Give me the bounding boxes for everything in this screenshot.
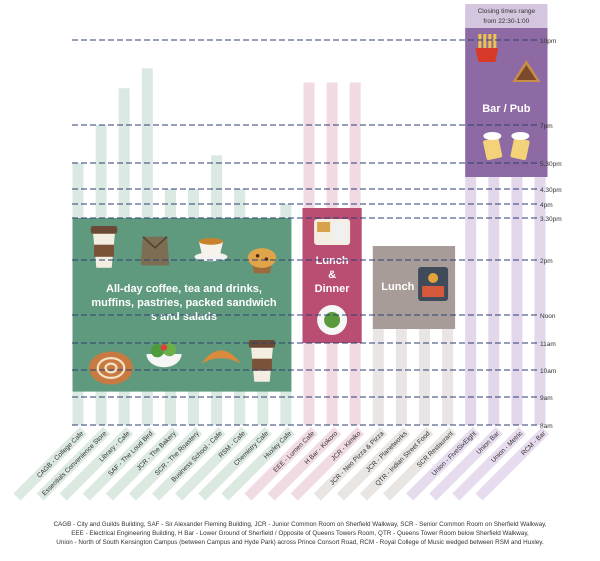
time-tick-label: 10am	[540, 368, 556, 375]
croissant-icon	[201, 350, 241, 364]
venue-label-ribbon	[59, 427, 134, 501]
time-tick-label: 8am	[540, 423, 553, 430]
legend-line: CAGB - City and Guilds Building, SAF - S…	[53, 521, 547, 528]
time-gridlines	[72, 39, 537, 426]
dinner-group-label: Dinner	[315, 283, 351, 295]
venue-label-ribbon	[221, 427, 295, 501]
time-tick-label: 4.30pm	[540, 187, 562, 194]
venue-label-ribbon	[198, 427, 272, 501]
tea-cup-icon	[194, 238, 228, 262]
venue-bar	[372, 246, 384, 425]
lunch-group: Lunch	[372, 246, 456, 329]
venue-bar	[419, 246, 430, 425]
fries-icon	[475, 34, 499, 62]
venue-label-ribbon	[290, 427, 365, 501]
muffin-icon	[247, 248, 277, 274]
venue-label-ribbon	[128, 427, 203, 501]
sandwich-bag-icon	[140, 236, 170, 266]
cafe-group-label: All-day coffee, tea and drinks, muffins, …	[91, 283, 277, 323]
venue-label-ribbon	[383, 427, 457, 501]
closing-time-note: from 22:30-1:00	[483, 18, 529, 25]
venue-label-ribbon	[175, 427, 249, 501]
time-tick-label: 9am	[540, 395, 553, 402]
venue-label-ribbon	[267, 427, 342, 501]
cinnamon-roll-icon	[89, 351, 133, 385]
coffee-cup-icon	[90, 226, 118, 268]
venue-label-ribbon	[359, 427, 434, 501]
venue-label-ribbon	[13, 427, 87, 501]
time-tick-label: 5.30pm	[540, 161, 562, 168]
coffee-cup-icon	[248, 340, 276, 382]
time-tick-label: 11am	[540, 341, 556, 348]
venue-bar	[395, 246, 407, 425]
bar-group-label: Bar / Pub	[482, 103, 531, 115]
dinner-group-label: Lunch	[316, 255, 349, 267]
beer-mugs-icon	[483, 132, 530, 160]
legend-line: Union - North of South Kensington Campus…	[56, 539, 544, 546]
venue-label-ribbon	[406, 427, 480, 501]
time-tick-label: Noon	[540, 313, 556, 320]
venue-label-ribbon	[313, 427, 388, 501]
time-tick-labels: 8am 9am 10am 11am Noon 2pm 3.30pm 4pm 4.30pm 5.30…	[540, 38, 562, 430]
closing-time-note: Closing times range	[478, 8, 536, 15]
venue-label-ribbon	[105, 427, 180, 501]
time-tick-label: 4pm	[540, 202, 553, 209]
venue-label-ribbon	[429, 427, 503, 501]
abbreviation-legend: CAGB - City and Guilds Building, SAF - S…	[20, 520, 580, 547]
lunch-group-label: Lunch	[381, 281, 414, 293]
venue-bar	[442, 246, 454, 425]
venue-label-ribbon	[244, 427, 318, 501]
legend-line: EEE - Electrical Engineering Building, H…	[71, 530, 529, 537]
time-tick-label: 2pm	[540, 258, 553, 265]
salad-bowl-icon	[146, 343, 182, 368]
venue-bar	[488, 12, 500, 425]
bar-group: Closing times range from 22:30-1:00 Bar / …	[465, 4, 548, 177]
venue-label-ribbon	[452, 427, 526, 501]
time-tick-label: 3.30pm	[540, 216, 562, 223]
opening-hours-chart: All-day coffee, tea and drinks, muffins, …	[13, 4, 562, 501]
time-tick-label: 7pm	[540, 123, 553, 130]
dinner-group-label: &	[328, 269, 336, 281]
sandwich-icon	[512, 60, 541, 82]
venue-label-ribbon	[36, 427, 111, 501]
dinner-group: Lunch & Dinner	[302, 208, 362, 343]
closing-time-note-box	[465, 4, 548, 28]
venue-label-ribbon	[82, 427, 157, 501]
time-tick-label: 10pm	[540, 38, 556, 45]
venue-bar	[534, 12, 546, 425]
venue-label-ribbon	[152, 427, 226, 501]
venue-label-ribbon	[336, 427, 411, 501]
cafe-group: All-day coffee, tea and drinks, muffins, …	[72, 218, 292, 392]
group-overlays: All-day coffee, tea and drinks, muffins, …	[72, 4, 548, 392]
venue-label-ribbon	[475, 427, 549, 501]
